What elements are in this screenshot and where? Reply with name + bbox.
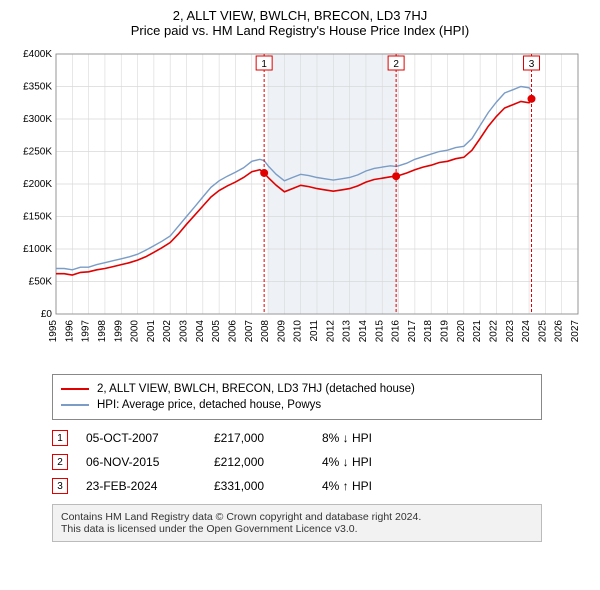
footer-line-2: This data is licensed under the Open Gov… <box>61 523 533 535</box>
transaction-row: 1 05-OCT-2007 £217,000 8% ↓ HPI <box>52 426 582 450</box>
legend-item: 2, ALLT VIEW, BWLCH, BRECON, LD3 7HJ (de… <box>61 381 533 397</box>
svg-text:2002: 2002 <box>162 320 173 343</box>
chart-title: 2, ALLT VIEW, BWLCH, BRECON, LD3 7HJ <box>12 8 588 23</box>
svg-text:£300K: £300K <box>23 114 52 125</box>
footer-line-1: Contains HM Land Registry data © Crown c… <box>61 511 533 523</box>
transaction-date: 06-NOV-2015 <box>86 455 196 469</box>
svg-text:1: 1 <box>261 59 267 70</box>
svg-text:£400K: £400K <box>23 49 52 60</box>
svg-text:2022: 2022 <box>488 320 499 343</box>
transaction-price: £331,000 <box>214 479 304 493</box>
legend-item: HPI: Average price, detached house, Powy… <box>61 397 533 413</box>
legend-label: 2, ALLT VIEW, BWLCH, BRECON, LD3 7HJ (de… <box>97 383 415 395</box>
svg-text:2: 2 <box>393 59 399 70</box>
svg-text:3: 3 <box>529 59 535 70</box>
transaction-marker: 1 <box>52 430 68 446</box>
legend-swatch <box>61 388 89 390</box>
svg-text:£100K: £100K <box>23 244 52 255</box>
svg-text:2012: 2012 <box>325 320 336 343</box>
svg-text:1998: 1998 <box>97 320 108 343</box>
transaction-row: 2 06-NOV-2015 £212,000 4% ↓ HPI <box>52 450 582 474</box>
transaction-vs-hpi: 8% ↓ HPI <box>322 431 422 445</box>
transaction-vs-hpi: 4% ↓ HPI <box>322 455 422 469</box>
svg-text:2025: 2025 <box>537 320 548 343</box>
transaction-row: 3 23-FEB-2024 £331,000 4% ↑ HPI <box>52 474 582 498</box>
transactions-table: 1 05-OCT-2007 £217,000 8% ↓ HPI 2 06-NOV-2015… <box>52 426 582 498</box>
svg-text:2024: 2024 <box>521 320 532 343</box>
svg-text:2014: 2014 <box>358 320 369 343</box>
svg-text:2009: 2009 <box>276 320 287 343</box>
svg-text:2020: 2020 <box>456 320 467 343</box>
svg-text:2011: 2011 <box>309 320 320 342</box>
svg-text:2008: 2008 <box>260 320 271 343</box>
legend-label: HPI: Average price, detached house, Powy… <box>97 399 321 411</box>
svg-text:1996: 1996 <box>64 320 75 343</box>
svg-text:2005: 2005 <box>211 320 222 343</box>
attribution-footer: Contains HM Land Registry data © Crown c… <box>52 504 542 542</box>
svg-text:£250K: £250K <box>23 147 52 158</box>
svg-text:2010: 2010 <box>293 320 304 343</box>
svg-text:2021: 2021 <box>472 320 483 343</box>
svg-text:2019: 2019 <box>440 320 451 343</box>
chart-plot: £0 £50K £100K £150K £200K £250K £300K £350K £400… <box>12 44 588 364</box>
svg-text:1997: 1997 <box>81 320 92 343</box>
svg-text:2000: 2000 <box>130 320 141 343</box>
transaction-vs-hpi: 4% ↑ HPI <box>322 479 422 493</box>
svg-text:2006: 2006 <box>227 320 238 343</box>
legend-swatch <box>61 404 89 406</box>
transaction-date: 23-FEB-2024 <box>86 479 196 493</box>
svg-text:£0: £0 <box>41 309 53 320</box>
svg-text:2004: 2004 <box>195 320 206 343</box>
legend: 2, ALLT VIEW, BWLCH, BRECON, LD3 7HJ (de… <box>52 374 542 420</box>
svg-text:£50K: £50K <box>29 277 53 288</box>
chart-subtitle: Price paid vs. HM Land Registry's House … <box>12 23 588 38</box>
svg-text:2007: 2007 <box>244 320 255 343</box>
svg-text:2013: 2013 <box>342 320 353 343</box>
svg-text:£150K: £150K <box>23 212 52 223</box>
svg-text:2015: 2015 <box>374 320 385 343</box>
transaction-marker: 3 <box>52 478 68 494</box>
transaction-date: 05-OCT-2007 <box>86 431 196 445</box>
chart-container: 2, ALLT VIEW, BWLCH, BRECON, LD3 7HJ Pri… <box>0 0 600 552</box>
svg-text:2017: 2017 <box>407 320 418 343</box>
svg-text:2018: 2018 <box>423 320 434 343</box>
svg-text:2016: 2016 <box>391 320 402 343</box>
chart-svg: £0 £50K £100K £150K £200K £250K £300K £350K £400… <box>12 44 588 364</box>
transaction-price: £217,000 <box>214 431 304 445</box>
svg-text:£200K: £200K <box>23 179 52 190</box>
svg-text:1995: 1995 <box>48 320 59 343</box>
transaction-marker: 2 <box>52 454 68 470</box>
svg-text:2023: 2023 <box>505 320 516 343</box>
transaction-price: £212,000 <box>214 455 304 469</box>
svg-text:2001: 2001 <box>146 320 157 343</box>
svg-text:2027: 2027 <box>570 320 581 343</box>
svg-text:2026: 2026 <box>554 320 565 343</box>
svg-text:£350K: £350K <box>23 82 52 93</box>
svg-text:1999: 1999 <box>113 320 124 343</box>
svg-text:2003: 2003 <box>179 320 190 343</box>
